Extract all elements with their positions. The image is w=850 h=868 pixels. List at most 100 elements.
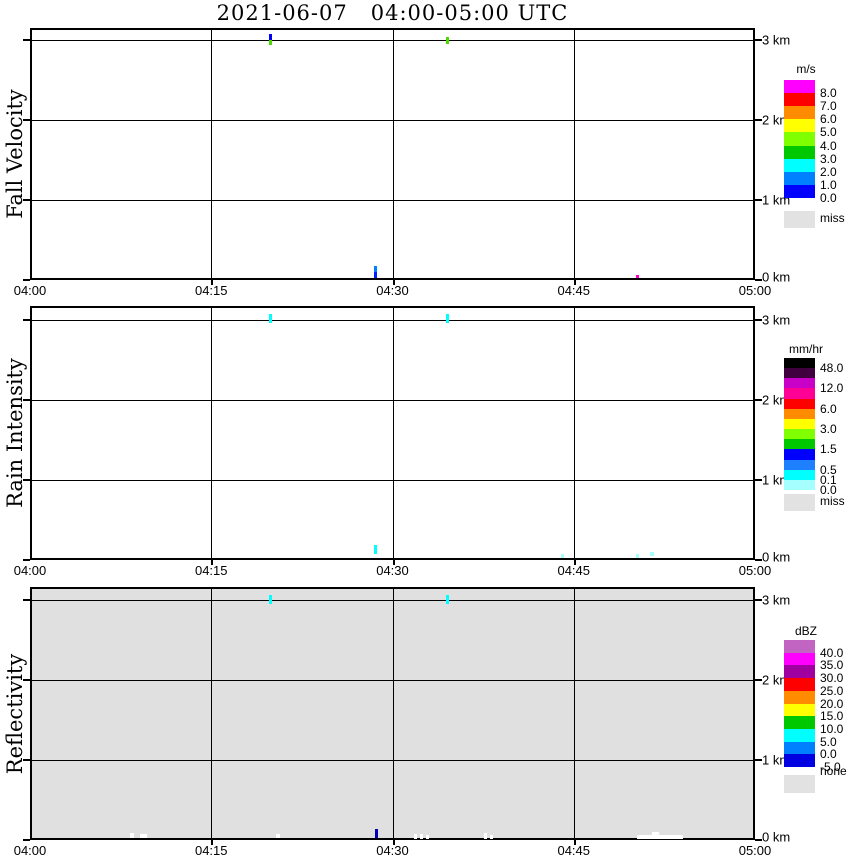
time-tick-label: 04:00 [13,843,47,858]
y-tick-mark-left [23,679,30,681]
y-tick-mark-right [755,319,762,321]
data-mark [561,554,564,558]
time-tick-label: 04:45 [557,843,591,858]
colorbar-tick-label: 40.0 [820,645,844,660]
gridline-v-0430 [393,30,394,278]
data-mark [484,833,487,839]
data-mark [269,34,272,40]
data-mark [636,554,639,558]
height-tick-label: 1 km [762,752,791,768]
panel-reflectivity [30,587,755,840]
colorbar-tick-label: 3.0 [820,151,837,166]
colorbar-segment [784,106,815,120]
colorbar-segment [784,93,815,107]
gridline-h-1km [32,200,753,201]
colorbar-miss-swatch [784,494,815,511]
data-mark [446,595,449,604]
height-tick-label: 1 km [762,472,791,488]
y-tick-mark-left [23,119,30,121]
height-tick-label: 0 km [762,269,791,285]
colorbar-tick-label: 48.0 [820,361,844,376]
time-tick-label: 05:00 [738,563,772,578]
gridline-h-1km [32,760,753,761]
height-tick-label: 3 km [762,32,791,48]
time-tick-label: 05:00 [738,843,772,858]
x-tick-mark [393,280,395,285]
colorbar-segment [784,640,815,654]
x-tick-mark [211,560,213,565]
gridline-h-3km [32,320,753,321]
colorbar-segment [784,132,815,146]
colorbar-segment [784,690,815,704]
time-tick-label: 04:45 [557,563,591,578]
colorbar-segment [784,158,815,173]
gridline-v-0445 [574,308,575,558]
colorbar-tick-label: 0.1 [820,472,837,487]
colorbar-segment [784,368,815,379]
x-tick-mark [393,560,395,565]
colorbar-miss-label: miss [820,211,845,225]
chart-title: 2021-06-07 04:00-05:00 UTC [216,1,569,25]
gridline-h-2km [32,400,753,401]
gridline-v-0445 [574,589,575,838]
x-tick-mark [211,840,213,845]
colorbar-tick-label: 30.0 [820,671,844,686]
data-mark [140,834,147,838]
data-mark [375,829,378,838]
colorbar-none-swatch [784,775,815,793]
gridline-h-3km [32,600,753,601]
colorbar-tick-label: 15.0 [820,709,844,724]
y-tick-mark-left [23,279,30,281]
gridline-h-3km [32,40,753,41]
time-tick-label: 04:15 [194,843,228,858]
data-mark [420,834,423,839]
data-mark [426,835,429,839]
x-tick-mark [211,280,213,285]
data-mark [374,545,377,554]
colorbar-segment [784,184,815,199]
colorbar-segment [784,388,815,400]
gridline-v-0430 [393,308,394,558]
colorbar-segment [784,652,815,666]
time-tick-label: 04:30 [376,283,409,298]
data-mark [374,272,377,278]
colorbar-segment [784,728,815,743]
height-tick-label: 0 km [762,549,791,565]
colorbar-tick-label: 6.0 [820,112,837,127]
colorbar-segment [784,678,815,692]
colorbar-tick-label: 12.0 [820,381,844,396]
height-tick-label: 3 km [762,592,791,608]
colorbar-segment [784,459,815,471]
panel-fall-velocity [30,28,755,280]
data-mark [130,833,134,838]
time-tick-label: 04:30 [376,563,409,578]
x-tick-mark [574,280,576,285]
panel-rain-intensity [30,306,755,560]
data-mark [446,37,449,44]
time-tick-label: 04:00 [13,283,47,298]
data-mark [269,40,272,45]
y-tick-mark-left [23,39,30,41]
y-tick-mark-right [755,399,762,401]
colorbar-segment [784,145,815,160]
colorbar-tick-label: 1.5 [820,442,837,457]
data-mark [414,834,417,839]
y-tick-mark-left [23,319,30,321]
height-tick-label: 3 km [762,312,791,328]
time-tick-label: 04:00 [13,563,47,578]
colorbar-title-mm-hr: mm/hr [789,342,823,356]
colorbar-tick-label: 5.0 [820,734,837,749]
y-tick-mark-right [755,839,762,841]
y-tick-mark-right [755,679,762,681]
y-tick-mark-right [755,759,762,761]
gridline-v-0415 [211,308,212,558]
gridline-v-0430 [393,589,394,838]
colorbar-tick-label: 0.0 [820,482,837,497]
colorbar-tick-label: 5.0 [820,125,837,140]
colorbar-segment [784,358,815,369]
y-tick-mark-left [23,559,30,561]
data-mark [446,314,449,323]
colorbar-segment [784,398,815,410]
colorbar-tick-label: 25.0 [820,683,844,698]
